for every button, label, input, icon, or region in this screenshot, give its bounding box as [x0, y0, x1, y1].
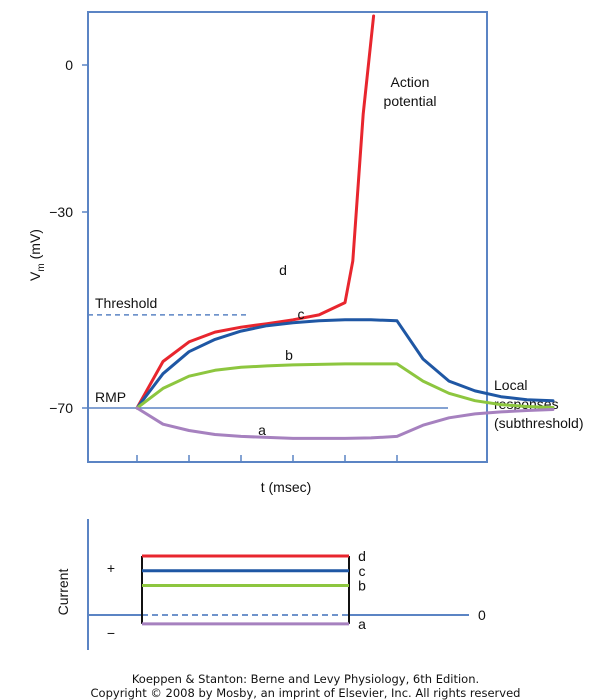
- current-minus-label: −: [107, 625, 115, 641]
- series-line-d: [135, 14, 376, 410]
- y-tick-label: −30: [49, 204, 73, 220]
- current-plus-label: +: [107, 560, 115, 576]
- current-axis-label: Current: [55, 569, 71, 616]
- current-level-label-b: b: [358, 578, 366, 594]
- current-level-label-a: a: [358, 616, 366, 632]
- y-axis-label: Vm (mV): [27, 229, 47, 281]
- current-level-label-c: c: [359, 563, 366, 579]
- rmp-label: RMP: [95, 389, 126, 405]
- series-label-d: d: [279, 262, 287, 278]
- series-label-a: a: [258, 422, 266, 438]
- caption-line-1: Koeppen & Stanton: Berne and Levy Physio…: [131, 672, 480, 686]
- annotation-local-responses-1: Local: [494, 377, 527, 393]
- series-label-c: c: [298, 306, 305, 322]
- current-zero-label: 0: [478, 607, 486, 623]
- threshold-label: Threshold: [95, 295, 157, 311]
- annotation-local-responses-3: (subthreshold): [494, 415, 584, 431]
- annotation-action-potential-1: Action: [391, 74, 430, 90]
- series-line-c: [135, 318, 555, 410]
- series-line-b: [135, 362, 555, 410]
- current-level-label-d: d: [358, 548, 366, 564]
- series-label-b: b: [285, 347, 293, 363]
- caption-line-2: Copyright © 2008 by Mosby, an imprint of…: [90, 686, 521, 700]
- x-axis-label: t (msec): [261, 479, 312, 495]
- annotation-action-potential-2: potential: [384, 93, 437, 109]
- y-tick-label: −70: [49, 400, 73, 416]
- series-line-a: [135, 406, 555, 440]
- y-tick-label: 0: [65, 57, 73, 73]
